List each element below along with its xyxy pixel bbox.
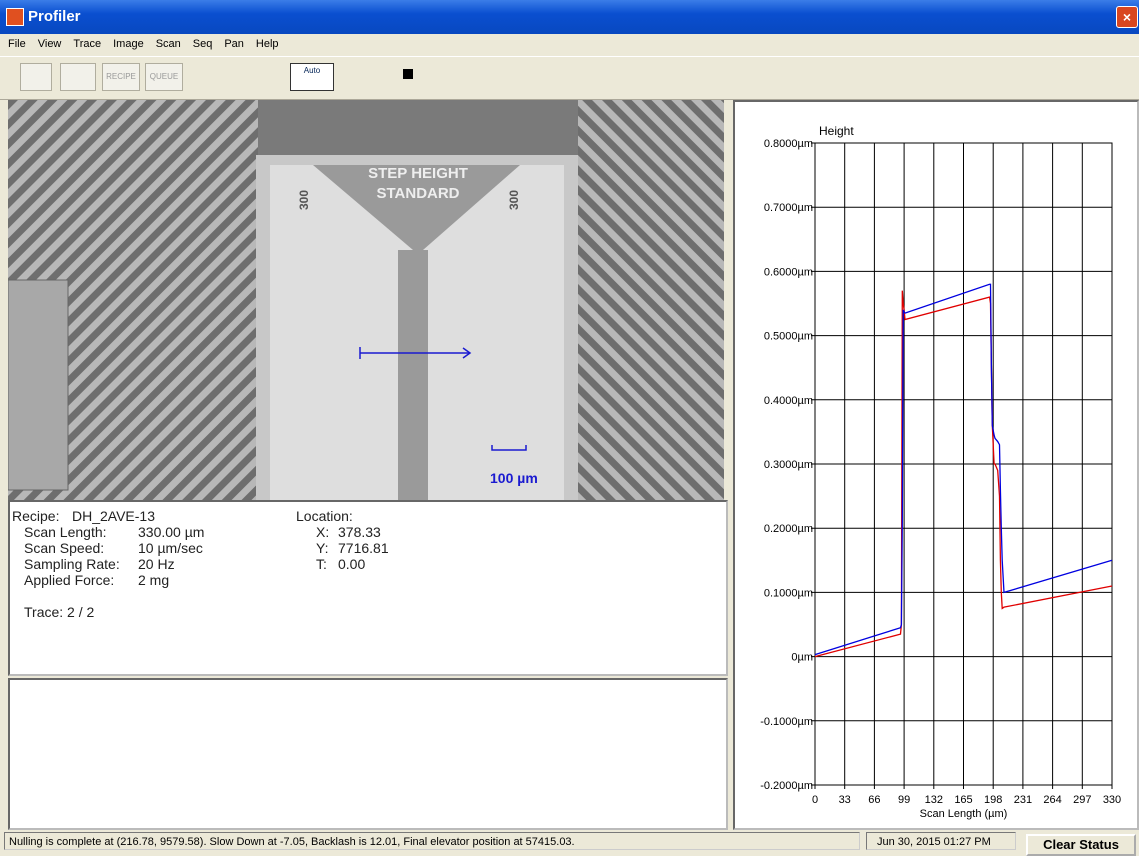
info-panel: Recipe: DH_2AVE-13 Trace: 2 / 2 Location… xyxy=(8,500,728,676)
profiler-window: Profiler × File View Trace Image Scan Seq Pan H… xyxy=(0,0,1139,855)
param-label: Scan Speed: xyxy=(24,540,104,556)
menu-item[interactable]: Help xyxy=(256,38,279,50)
chart-title: Height xyxy=(819,124,854,138)
toolbar-button[interactable]: QUEUE xyxy=(145,63,183,91)
x-tick-label: 132 xyxy=(925,794,943,806)
image-label: STEP HEIGHT xyxy=(368,165,468,182)
y-tick-label: 0.3000µm xyxy=(764,459,813,471)
x-tick-label: 99 xyxy=(898,794,910,806)
y-tick-label: 0.6000µm xyxy=(764,266,813,278)
toolbar: RECIPE QUEUE Auto xyxy=(0,56,1139,100)
param-label: Scan Length: xyxy=(24,524,107,540)
chart-panel: Height -0.2000µm -0.1000µm 0µm 0.1000µm 0.20… xyxy=(733,100,1139,830)
window-title: Profiler xyxy=(28,8,81,25)
title-bar: Profiler × xyxy=(0,0,1139,34)
status-message: Nulling is complete at (216.78, 9579.58)… xyxy=(4,832,860,850)
y-tick-label: 0.2000µm xyxy=(764,523,813,535)
auto-button[interactable]: Auto xyxy=(290,63,334,91)
status-bar: Nulling is complete at (216.78, 9579.58)… xyxy=(0,830,1139,855)
stop-icon[interactable] xyxy=(403,69,413,79)
x-tick-label: 264 xyxy=(1043,794,1061,806)
status-datetime: Jun 30, 2015 01:27 PM xyxy=(866,832,1016,850)
image-label: STANDARD xyxy=(376,185,459,202)
x-axis-label: Scan Length (µm) xyxy=(920,808,1008,820)
param-label: Sampling Rate: xyxy=(24,556,120,572)
recipe-label: Recipe: xyxy=(12,508,59,524)
location-label: Location: xyxy=(296,508,353,524)
menu-item[interactable]: Seq xyxy=(193,38,213,50)
app-icon xyxy=(6,8,24,26)
location-label: Y: xyxy=(316,540,328,556)
x-tick-label: 231 xyxy=(1014,794,1032,806)
menu-item[interactable]: Pan xyxy=(224,38,244,50)
output-panel xyxy=(8,678,728,830)
location-label: X: xyxy=(316,524,329,540)
toolbar-button[interactable] xyxy=(20,63,52,91)
scale-label: 100 µm xyxy=(490,470,538,486)
menu-item[interactable]: View xyxy=(38,38,62,50)
x-tick-label: 297 xyxy=(1073,794,1091,806)
toolbar-button[interactable] xyxy=(60,63,96,91)
microscope-image: STEP HEIGHT STANDARD 300 300 100 µm xyxy=(8,100,724,500)
y-tick-label: -0.1000µm xyxy=(760,716,813,728)
y-tick-label: 0.4000µm xyxy=(764,395,813,407)
param-value: 2 mg xyxy=(138,572,169,588)
param-value: 10 µm/sec xyxy=(138,540,203,556)
param-label: Applied Force: xyxy=(24,572,114,588)
param-value: 330.00 µm xyxy=(138,524,204,540)
x-tick-label: 198 xyxy=(984,794,1002,806)
menu-item[interactable]: Trace xyxy=(73,38,101,50)
trace-text: Trace: 2 / 2 xyxy=(24,604,94,620)
y-tick-label: 0.8000µm xyxy=(764,138,813,150)
y-tick-label: 0.5000µm xyxy=(764,331,813,343)
location-value: 378.33 xyxy=(338,524,381,540)
menu-bar: File View Trace Image Scan Seq Pan Help xyxy=(0,34,1139,54)
close-button[interactable]: × xyxy=(1116,6,1138,28)
y-tick-label: 0.7000µm xyxy=(764,202,813,214)
location-value: 0.00 xyxy=(338,556,365,572)
location-label: T: xyxy=(316,556,327,572)
x-tick-label: 66 xyxy=(868,794,880,806)
menu-item[interactable]: File xyxy=(8,38,26,50)
menu-item[interactable]: Image xyxy=(113,38,144,50)
x-tick-label: 0 xyxy=(812,794,818,806)
menu-item[interactable]: Scan xyxy=(156,38,181,50)
x-tick-label: 330 xyxy=(1103,794,1121,806)
param-value: 20 Hz xyxy=(138,556,175,572)
recipe-name: DH_2AVE-13 xyxy=(72,508,155,524)
y-tick-label: -0.2000µm xyxy=(760,780,813,792)
image-label: 300 xyxy=(507,190,521,210)
y-tick-label: 0µm xyxy=(791,652,813,664)
toolbar-button[interactable]: RECIPE xyxy=(102,63,140,91)
image-label: 300 xyxy=(297,190,311,210)
y-tick-label: 0.1000µm xyxy=(764,587,813,599)
x-tick-label: 165 xyxy=(954,794,972,806)
location-value: 7716.81 xyxy=(338,540,389,556)
chart: Height -0.2000µm -0.1000µm 0µm 0.1000µm 0.20… xyxy=(735,102,1137,828)
x-tick-label: 33 xyxy=(839,794,851,806)
clear-status-button[interactable]: Clear Status xyxy=(1026,834,1136,856)
